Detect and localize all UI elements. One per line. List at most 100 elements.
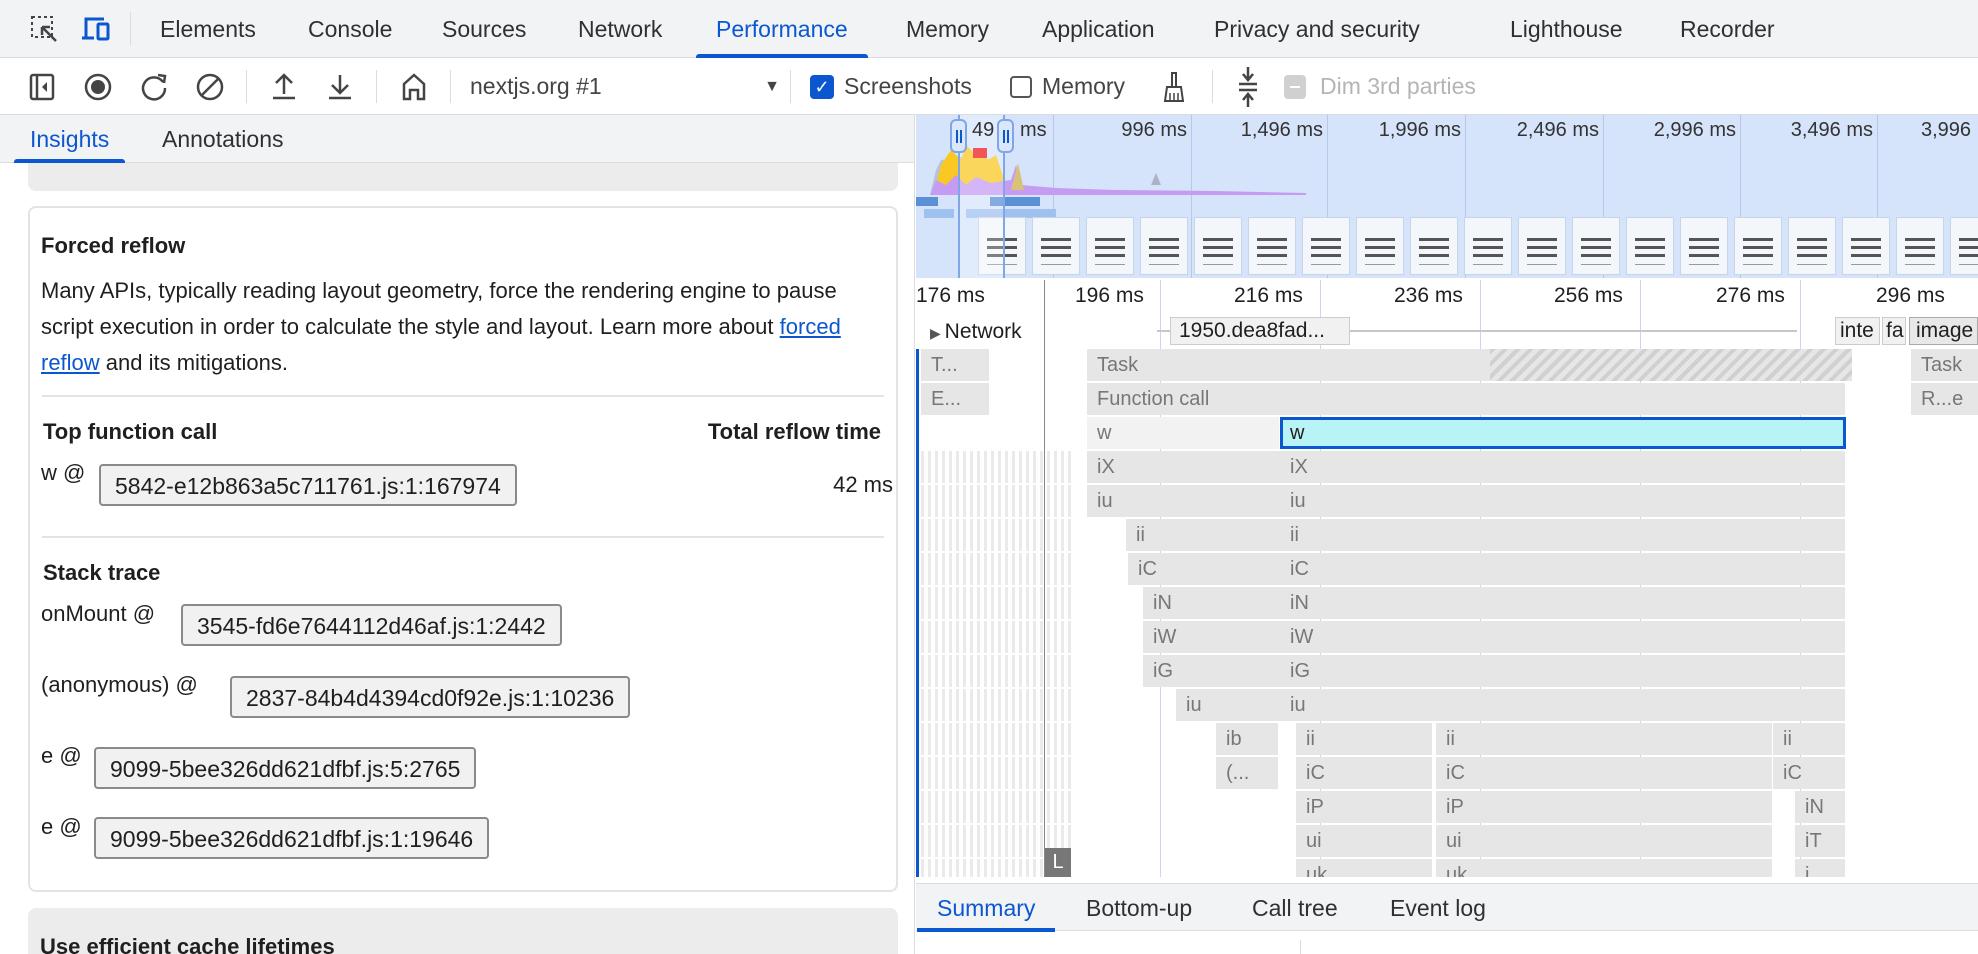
flame-entry[interactable]: w (1087, 417, 1279, 449)
screenshot-thumbnail[interactable] (1626, 217, 1674, 275)
flame-small-entries[interactable] (921, 587, 1071, 619)
screenshot-thumbnail[interactable] (1950, 217, 1978, 275)
tab-console[interactable]: Console (308, 16, 393, 42)
tab-recorder[interactable]: Recorder (1680, 16, 1775, 42)
flame-entry[interactable]: uk (1436, 859, 1772, 877)
tab-memory[interactable]: Memory (906, 16, 990, 42)
network-track-toggle[interactable]: ▶ Network (930, 320, 1022, 344)
download-icon[interactable] (322, 58, 358, 115)
tab-lighthouse[interactable]: Lighthouse (1510, 16, 1623, 42)
flame-entry[interactable]: iu (1087, 485, 1280, 517)
stack-frame-link[interactable]: 2837-84b4d4394cd0f92e.js:1:10236 (230, 676, 631, 718)
toggle-sidebar-icon[interactable] (24, 58, 60, 115)
screenshot-thumbnail[interactable] (1356, 217, 1404, 275)
layout-marker[interactable]: L (1045, 848, 1071, 877)
flame-entry[interactable]: iu (1176, 689, 1280, 721)
collapse-tracks-icon[interactable] (1232, 58, 1264, 115)
memory-checkbox[interactable]: Memory (1010, 58, 1125, 115)
recording-select[interactable]: nextjs.org #1 ▼ (470, 58, 780, 115)
flame-small-entries[interactable] (921, 519, 1071, 551)
screenshot-thumbnail[interactable] (1464, 217, 1512, 275)
network-request[interactable]: inte (1835, 317, 1880, 345)
flame-entry-selected[interactable]: w (1280, 417, 1846, 449)
stack-frame-link[interactable]: 9099-5bee326dd621dfbf.js:1:19646 (94, 817, 490, 859)
screenshot-thumbnail[interactable] (1302, 217, 1350, 275)
screenshot-thumbnail[interactable] (978, 217, 1026, 275)
flame-entry[interactable]: iC (1128, 553, 1280, 585)
flame-small-entries[interactable] (921, 689, 1071, 721)
flame-entry[interactable]: (... (1216, 757, 1278, 789)
flame-entry[interactable]: ii (1280, 519, 1845, 551)
screenshot-thumbnail[interactable] (1734, 217, 1782, 275)
device-toolbar-icon[interactable] (78, 0, 114, 58)
flame-small-entries[interactable] (921, 757, 1071, 789)
flame-entry[interactable]: uk (1296, 859, 1432, 877)
tab-privacy-security[interactable]: Privacy and security (1214, 16, 1420, 42)
screenshot-thumbnail[interactable] (1842, 217, 1890, 275)
source-location-link[interactable]: 5842-e12b863a5c711761.js:1:167974 (99, 464, 517, 506)
flame-entry[interactable]: ii (1773, 723, 1845, 755)
home-icon[interactable] (396, 58, 432, 115)
flame-entry[interactable]: iu (1280, 689, 1845, 721)
previous-insight-card[interactable] (28, 163, 898, 191)
tab-annotations[interactable]: Annotations (162, 126, 284, 152)
dim-3rd-parties-checkbox[interactable]: Dim 3rd parties (1284, 58, 1476, 115)
tab-event-log[interactable]: Event log (1390, 895, 1486, 921)
flame-entry[interactable]: ui (1296, 825, 1432, 857)
screenshot-thumbnail[interactable] (1140, 217, 1188, 275)
flame-entry[interactable]: iP (1436, 791, 1772, 823)
flame-entry[interactable]: iT (1795, 825, 1845, 857)
flame-entry[interactable]: iC (1280, 553, 1845, 585)
flame-small-entries[interactable] (921, 859, 1071, 877)
tab-network[interactable]: Network (578, 16, 663, 42)
flame-entry[interactable]: iW (1280, 621, 1845, 653)
stack-frame-link[interactable]: 9099-5bee326dd621dfbf.js:5:2765 (94, 747, 477, 789)
inspect-element-icon[interactable] (26, 0, 62, 58)
flame-entry[interactable]: ib (1216, 723, 1278, 755)
flame-small-entries[interactable] (921, 723, 1071, 755)
flame-entry[interactable]: R...e (1911, 383, 1978, 415)
timeline-overview[interactable]: 49 ms 996 ms 1,496 ms 1,996 ms 2,496 ms … (916, 115, 1978, 278)
flame-entry[interactable]: Task (1911, 349, 1978, 381)
clear-icon[interactable] (192, 58, 228, 115)
flame-entry[interactable]: T... (921, 349, 989, 381)
flame-entry-function-call[interactable]: Function call (1087, 383, 1845, 415)
screenshot-thumbnail[interactable] (1248, 217, 1296, 275)
screenshot-thumbnail[interactable] (1788, 217, 1836, 275)
flame-entry[interactable]: ii (1296, 723, 1432, 755)
screenshots-checkbox[interactable]: ✓ Screenshots (810, 58, 972, 115)
flame-small-entries[interactable] (921, 621, 1071, 653)
tab-elements[interactable]: Elements (160, 16, 256, 42)
network-request[interactable]: fa (1882, 317, 1906, 345)
network-request[interactable]: 1950.dea8fad... (1170, 317, 1350, 345)
flame-entry[interactable]: iN (1143, 587, 1280, 619)
screenshot-thumbnail[interactable] (1086, 217, 1134, 275)
flame-entry[interactable]: iX (1280, 451, 1845, 483)
screenshot-thumbnail[interactable] (1896, 217, 1944, 275)
record-icon[interactable] (80, 58, 116, 115)
screenshot-thumbnail[interactable] (1410, 217, 1458, 275)
screenshot-thumbnail[interactable] (1194, 217, 1242, 275)
flame-entry[interactable]: iC (1773, 757, 1845, 789)
tab-insights[interactable]: Insights (13, 115, 126, 163)
flame-entry[interactable]: iN (1795, 791, 1845, 823)
tab-performance[interactable]: Performance (696, 0, 868, 58)
flame-small-entries[interactable] (921, 485, 1071, 517)
flame-entry[interactable]: ii (1436, 723, 1772, 755)
tab-sources[interactable]: Sources (442, 16, 527, 42)
flame-small-entries[interactable] (921, 791, 1071, 823)
network-request[interactable]: image (1909, 317, 1978, 345)
flame-entry[interactable]: iG (1143, 655, 1280, 687)
screenshot-thumbnail[interactable] (1680, 217, 1728, 275)
forced-reflow-link[interactable]: forced reflow (41, 314, 841, 375)
stack-frame-link[interactable]: 3545-fd6e7644112d46af.js:1:2442 (181, 604, 562, 646)
flame-entry[interactable]: i (1795, 859, 1845, 877)
flame-entry[interactable]: iN (1280, 587, 1845, 619)
flame-entry[interactable]: ii (1126, 519, 1280, 551)
selection-left-handle[interactable] (950, 119, 967, 153)
flame-small-entries[interactable] (921, 655, 1071, 687)
selection-right-handle[interactable] (997, 119, 1014, 153)
screenshot-thumbnail[interactable] (1518, 217, 1566, 275)
upload-icon[interactable] (266, 58, 302, 115)
flame-entry[interactable]: iu (1280, 485, 1845, 517)
